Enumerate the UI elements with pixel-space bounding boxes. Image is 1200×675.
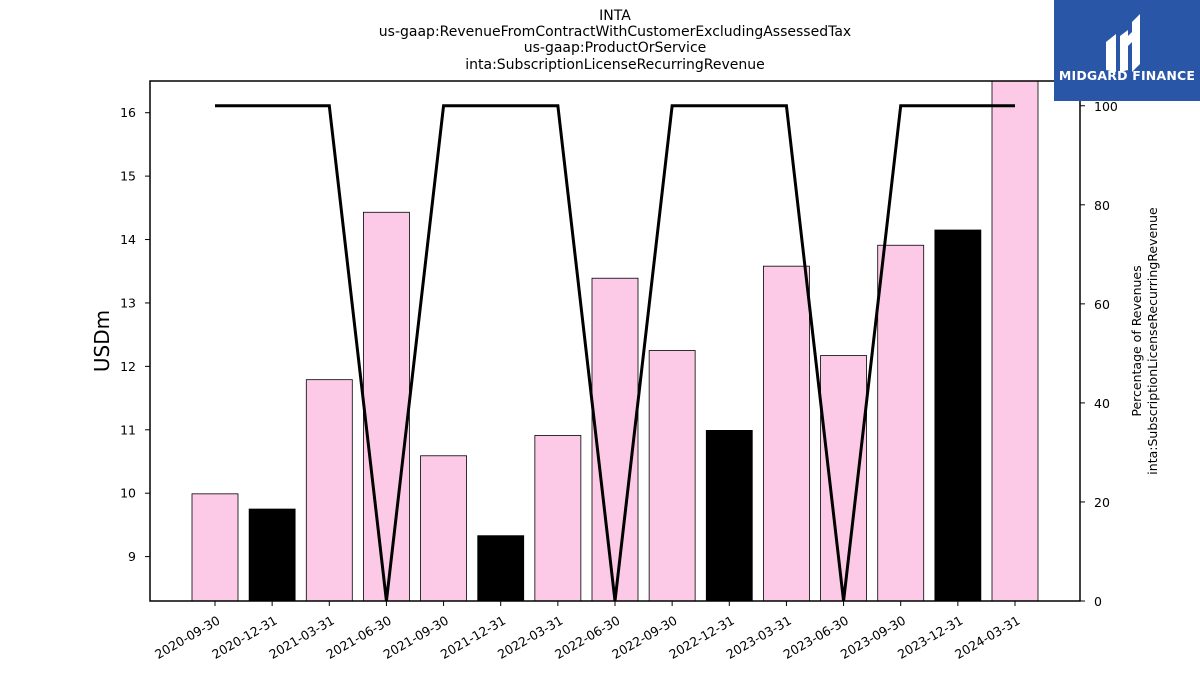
bar-2021-12-31 (477, 535, 525, 602)
x-axis: 2020-09-302020-12-312021-03-312021-06-30… (152, 601, 1023, 662)
chart-title: INTA us-gaap:RevenueFromContractWithCust… (379, 8, 851, 73)
bar-2022-09-30 (648, 350, 696, 602)
bar-2020-09-30 (191, 493, 239, 602)
y-tick-label-left: 13 (120, 295, 136, 310)
bar-series (191, 80, 1039, 602)
y-tick-label-left: 9 (128, 549, 136, 564)
bar-2022-06-30 (591, 277, 639, 602)
y-tick-label-right: 40 (1094, 396, 1110, 411)
bar-2023-09-30 (877, 244, 925, 602)
y-axis-right: 0 20 40 60 80 100 (1080, 99, 1118, 609)
y-tick-label-left: 10 (120, 486, 136, 501)
y-axis-label-right-line-1: Percentage of Revenues (1129, 265, 1144, 416)
chart-title-line-4: inta:SubscriptionLicenseRecurringRevenue (465, 57, 764, 73)
logo-mark-icon (1106, 14, 1140, 72)
y-tick-label-right: 100 (1094, 99, 1118, 114)
bar-2022-12-31 (705, 430, 753, 602)
bar-2023-12-31 (934, 229, 982, 602)
midgard-finance-logo: MIDGARD FINANCE (1054, 0, 1200, 101)
bar-2024-03-31 (991, 80, 1039, 602)
bar-2021-03-31 (305, 379, 353, 602)
y-axis-label-right-line-2: inta:SubscriptionLicenseRecurringRevenue (1145, 207, 1160, 475)
chart-title-line-3: us-gaap:ProductOrService (524, 40, 707, 56)
y-tick-label-left: 14 (120, 232, 136, 247)
bar-2023-03-31 (763, 265, 810, 602)
bar-2020-12-31 (248, 508, 296, 602)
y-tick-label-left: 11 (120, 422, 136, 437)
y-tick-label-left: 12 (120, 359, 136, 374)
y-tick-label-right: 80 (1094, 198, 1110, 213)
bar-2021-09-30 (420, 455, 467, 602)
bar-2023-06-30 (820, 355, 867, 602)
x-tick-label-2024-03-31: 2024-03-31 (952, 613, 1022, 662)
logo-text: MIDGARD FINANCE (1058, 68, 1196, 83)
y-tick-label-left: 16 (120, 105, 136, 120)
chart-title-line-1: INTA (599, 8, 631, 24)
y-axis-label-left: USDm (90, 310, 114, 372)
y-axis-left: 9 10 11 12 13 14 15 16 (120, 105, 150, 564)
y-tick-label-right: 0 (1094, 594, 1102, 609)
y-tick-label-right: 60 (1094, 297, 1110, 312)
y-tick-label-right: 20 (1094, 495, 1110, 510)
bar-2021-06-30 (363, 211, 410, 602)
y-tick-label-left: 15 (120, 169, 136, 184)
chart-title-line-2: us-gaap:RevenueFromContractWithCustomerE… (379, 24, 851, 40)
bar-2022-03-31 (534, 435, 582, 602)
